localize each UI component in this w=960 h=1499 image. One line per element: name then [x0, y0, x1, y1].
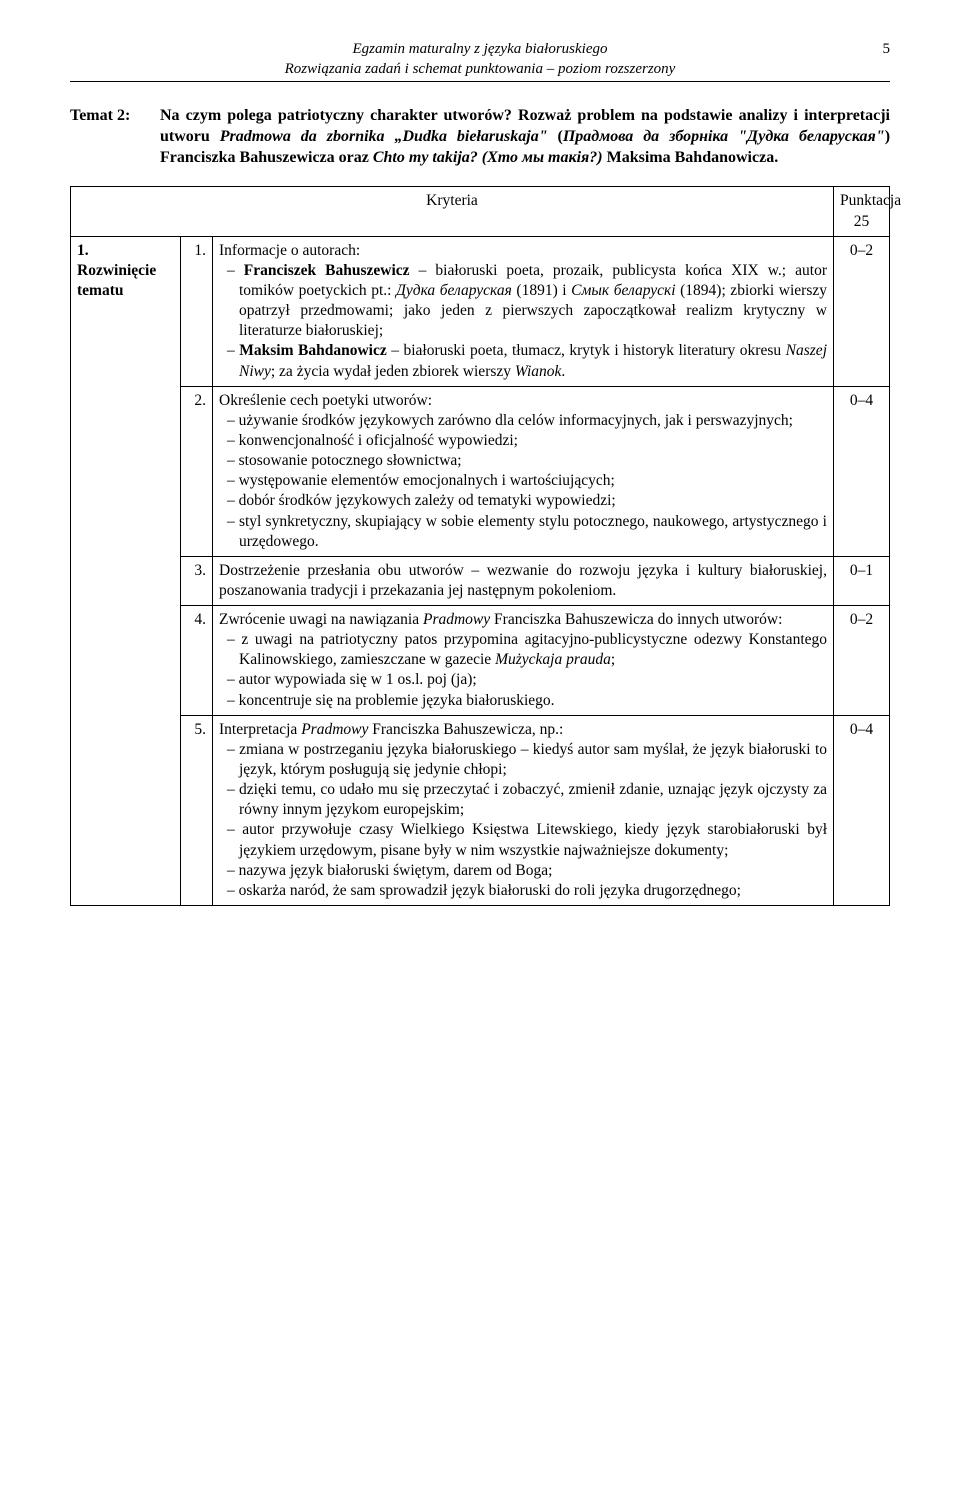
list-item: występowanie elementów emocjonalnych i w…	[219, 471, 827, 491]
header-line-1: Egzamin maturalny z języka białoruskiego	[353, 41, 608, 57]
row-content: Określenie cech poetyki utworów: używani…	[213, 386, 834, 556]
page-number: 5	[883, 40, 891, 60]
row-lead: Zwrócenie uwagi na nawiązania Pradmowy F…	[219, 610, 827, 630]
row-content: Dostrzeżenie przesłania obu utworów – we…	[213, 556, 834, 605]
list-item: stosowanie potocznego słownictwa;	[219, 451, 827, 471]
row-points: 0–4	[834, 715, 890, 905]
list-item: dobór środków językowych zależy od temat…	[219, 491, 827, 511]
list-item: oskarża naród, że sam sprowadził język b…	[219, 881, 827, 901]
row-points: 0–1	[834, 556, 890, 605]
row-content: Interpretacja Pradmowy Franciszka Bahusz…	[213, 715, 834, 905]
topic-text: Na czym polega patriotyczny charakter ut…	[160, 106, 890, 168]
topic-intro: Temat 2: Na czym polega patriotyczny cha…	[70, 106, 890, 168]
topic-label: Temat 2:	[70, 106, 160, 168]
row-items: z uwagi na patriotyczny patos przypomina…	[219, 630, 827, 711]
list-item: autor przywołuje czasy Wielkiego Księstw…	[219, 820, 827, 860]
section-label: 1. Rozwinięcie tematu	[71, 236, 181, 905]
row-number: 1.	[181, 236, 213, 386]
list-item: zmiana w postrzeganiu języka białoruskie…	[219, 740, 827, 780]
header-underline	[70, 81, 890, 82]
list-item: używanie środków językowych zarówno dla …	[219, 411, 827, 431]
page-header: Egzamin maturalny z języka białoruskiego…	[70, 40, 890, 79]
list-item: Maksim Bahdanowicz – białoruski poeta, t…	[219, 341, 827, 381]
row-items: Franciszek Bahuszewicz – białoruski poet…	[219, 261, 827, 382]
row-items: używanie środków językowych zarówno dla …	[219, 411, 827, 552]
criteria-table: Kryteria Punktacja 25 1. Rozwinięcie tem…	[70, 186, 890, 906]
table-header-row: Kryteria Punktacja 25	[71, 187, 890, 236]
list-item: koncentruje się na problemie języka biał…	[219, 691, 827, 711]
table-row: 5. Interpretacja Pradmowy Franciszka Bah…	[71, 715, 890, 905]
row-content: Zwrócenie uwagi na nawiązania Pradmowy F…	[213, 606, 834, 716]
list-item: nazywa język białoruski świętym, darem o…	[219, 861, 827, 881]
list-item: Franciszek Bahuszewicz – białoruski poet…	[219, 261, 827, 342]
points-header: Punktacja 25	[834, 187, 890, 236]
table-row: 2. Określenie cech poetyki utworów: używ…	[71, 386, 890, 556]
row-items: zmiana w postrzeganiu języka białoruskie…	[219, 740, 827, 901]
row-number: 2.	[181, 386, 213, 556]
list-item: konwencjonalność i oficjalność wypowiedz…	[219, 431, 827, 451]
header-line-2: Rozwiązania zadań i schemat punktowania …	[285, 61, 676, 77]
table-row: 4. Zwrócenie uwagi na nawiązania Pradmow…	[71, 606, 890, 716]
row-lead: Interpretacja Pradmowy Franciszka Bahusz…	[219, 720, 827, 740]
criteria-header: Kryteria	[71, 187, 834, 236]
row-points: 0–4	[834, 386, 890, 556]
table-row: 1. Rozwinięcie tematu 1. Informacje o au…	[71, 236, 890, 386]
list-item: styl synkretyczny, skupiający w sobie el…	[219, 512, 827, 552]
row-points: 0–2	[834, 236, 890, 386]
row-number: 3.	[181, 556, 213, 605]
list-item: z uwagi na patriotyczny patos przypomina…	[219, 630, 827, 670]
row-content: Informacje o autorach: Franciszek Bahusz…	[213, 236, 834, 386]
row-points: 0–2	[834, 606, 890, 716]
row-number: 4.	[181, 606, 213, 716]
row-number: 5.	[181, 715, 213, 905]
list-item: autor wypowiada się w 1 os.l. poj (ja);	[219, 670, 827, 690]
table-row: 3. Dostrzeżenie przesłania obu utworów –…	[71, 556, 890, 605]
list-item: dzięki temu, co udało mu się przeczytać …	[219, 780, 827, 820]
